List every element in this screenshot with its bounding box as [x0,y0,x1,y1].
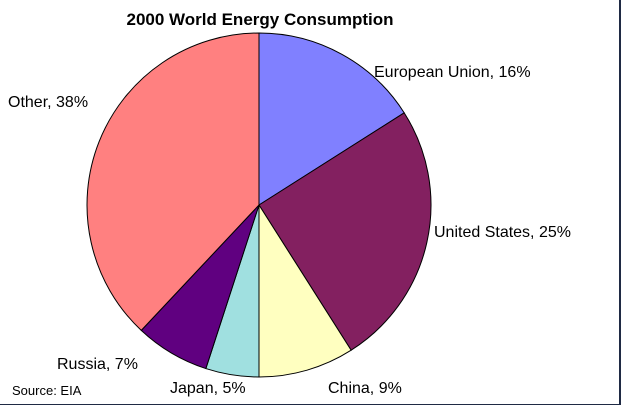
slice-label-united-states: United States, 25% [434,224,571,241]
pie-slice-european-union [258,32,405,206]
pie-slice-china [258,203,352,378]
slice-label-japan: Japan, 5% [170,380,246,397]
slice-label-china: China, 9% [328,380,402,397]
pie-slice-united-states [258,112,432,351]
source-note: Source: EIA [12,383,82,398]
chart-title: 2000 World Energy Consumption [126,10,394,29]
slice-label-other: Other, 38% [8,94,88,111]
pie-slice-other [86,32,260,332]
slice-label-european-union: European Union, 16% [374,64,531,81]
slice-label-russia: Russia, 7% [57,356,138,373]
